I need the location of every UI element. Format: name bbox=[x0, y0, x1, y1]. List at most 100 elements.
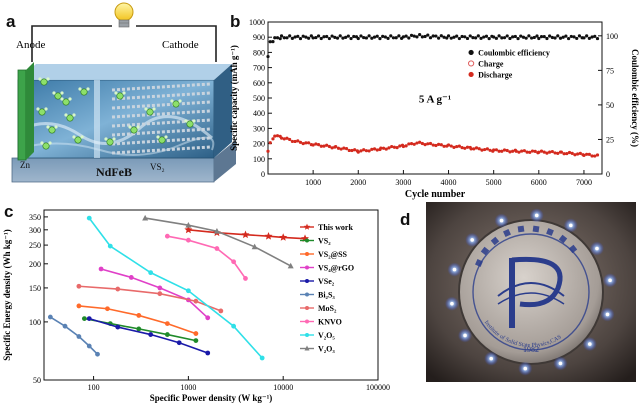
discharge-point bbox=[480, 148, 484, 152]
ce-point bbox=[582, 36, 586, 40]
x-tick-label: 100 bbox=[88, 383, 100, 392]
discharge-point bbox=[522, 149, 526, 153]
discharge-point bbox=[407, 142, 411, 146]
legend-label: V₂O₅ bbox=[318, 331, 335, 340]
y-axis-label: Specific Energy density (Wh kg⁻¹) bbox=[2, 229, 12, 360]
ce-point bbox=[330, 34, 334, 38]
ce-point bbox=[279, 34, 284, 38]
ce-point bbox=[548, 34, 552, 38]
y-tick-label: 200 bbox=[29, 260, 41, 269]
series-line bbox=[49, 316, 99, 355]
x-tick-label: 6000 bbox=[531, 178, 547, 187]
discharge-point bbox=[420, 141, 424, 146]
series-point bbox=[76, 283, 82, 289]
ce-point bbox=[431, 34, 435, 38]
water-molecule bbox=[136, 125, 140, 129]
ce-point bbox=[325, 34, 329, 39]
discharge-point bbox=[578, 151, 582, 155]
series-point bbox=[243, 276, 248, 281]
y-tick-label: 400 bbox=[253, 109, 265, 118]
y-axis-label: Specific capacity (mAh g⁻¹) bbox=[229, 45, 239, 151]
discharge-point bbox=[492, 148, 496, 152]
led-bulb-icon bbox=[499, 218, 504, 223]
discharge-point bbox=[463, 146, 467, 150]
ce-point bbox=[529, 36, 534, 40]
ce-point bbox=[344, 35, 348, 39]
y2-axis-label: Coulombic efficiency (%) bbox=[630, 49, 640, 147]
cycling-chart: 1000 2000 3000 4000 5000 6000 7000010020030040… bbox=[229, 18, 640, 200]
series-point bbox=[193, 338, 199, 344]
water-molecule bbox=[170, 99, 174, 103]
vs2-layer bbox=[111, 100, 211, 110]
discharge-point bbox=[500, 149, 504, 153]
ce-point bbox=[500, 36, 504, 40]
series-point bbox=[136, 313, 142, 318]
discharge-point bbox=[494, 148, 498, 152]
ce-point bbox=[545, 36, 549, 41]
led-bulb-icon bbox=[470, 238, 474, 242]
series-line bbox=[88, 217, 263, 359]
discharge-point bbox=[533, 149, 537, 153]
ce-point bbox=[553, 36, 557, 40]
y-tick-label: 100 bbox=[29, 318, 41, 327]
water-molecule bbox=[60, 97, 64, 101]
discharge-point bbox=[364, 149, 368, 153]
ce-point bbox=[482, 35, 486, 39]
zn-ion bbox=[186, 120, 194, 128]
y-tick-label: 0 bbox=[261, 170, 265, 179]
y-tick-label: 150 bbox=[29, 284, 41, 293]
discharge-point bbox=[311, 143, 315, 147]
series-point bbox=[213, 228, 220, 234]
water-molecule bbox=[178, 99, 182, 103]
ce-point bbox=[359, 34, 363, 38]
zn-ion bbox=[74, 136, 82, 144]
led-bulb-icon bbox=[568, 223, 573, 228]
ce-point bbox=[437, 36, 441, 40]
water-molecule bbox=[40, 141, 44, 145]
discharge-point bbox=[550, 149, 554, 154]
ce-point bbox=[397, 34, 401, 38]
water-molecule bbox=[72, 135, 76, 139]
series-line bbox=[188, 229, 306, 240]
ce-point bbox=[567, 36, 571, 41]
discharge-point bbox=[395, 146, 399, 150]
ce-point bbox=[535, 34, 539, 38]
discharge-point bbox=[452, 145, 456, 149]
discharge-point bbox=[372, 147, 377, 151]
ce-point bbox=[319, 36, 323, 41]
discharge-point bbox=[415, 141, 419, 145]
vs2-layer bbox=[111, 127, 211, 137]
water-molecule bbox=[68, 97, 72, 101]
discharge-point bbox=[505, 148, 509, 153]
series-point bbox=[231, 259, 237, 265]
ce-point bbox=[322, 35, 326, 39]
panel-c-label: c bbox=[4, 202, 14, 221]
series-line bbox=[89, 317, 209, 354]
discharge-point bbox=[497, 149, 501, 153]
ce-point bbox=[407, 36, 411, 40]
vs2-layer bbox=[111, 91, 211, 101]
water-molecule bbox=[72, 113, 76, 117]
discharge-point bbox=[434, 143, 438, 148]
series-line bbox=[167, 235, 247, 279]
ce-point bbox=[497, 34, 501, 38]
ce-point bbox=[298, 36, 303, 41]
ce-point bbox=[271, 40, 275, 44]
discharge-point bbox=[446, 143, 451, 147]
series-point bbox=[76, 303, 82, 309]
discharge-point bbox=[437, 142, 441, 146]
x-tick-label: 2000 bbox=[350, 178, 366, 187]
ce-point bbox=[487, 36, 491, 41]
discharge-point bbox=[387, 146, 391, 150]
series-point bbox=[184, 225, 193, 234]
water-molecule bbox=[192, 119, 196, 123]
ce-point bbox=[420, 35, 424, 39]
ce-point bbox=[304, 35, 308, 39]
discharge-point bbox=[350, 148, 354, 153]
discharge-point bbox=[384, 147, 388, 151]
discharge-point bbox=[457, 144, 461, 148]
ce-point bbox=[590, 35, 594, 39]
ce-point bbox=[352, 34, 356, 39]
ce-point bbox=[381, 34, 385, 38]
ce-point bbox=[268, 40, 272, 44]
